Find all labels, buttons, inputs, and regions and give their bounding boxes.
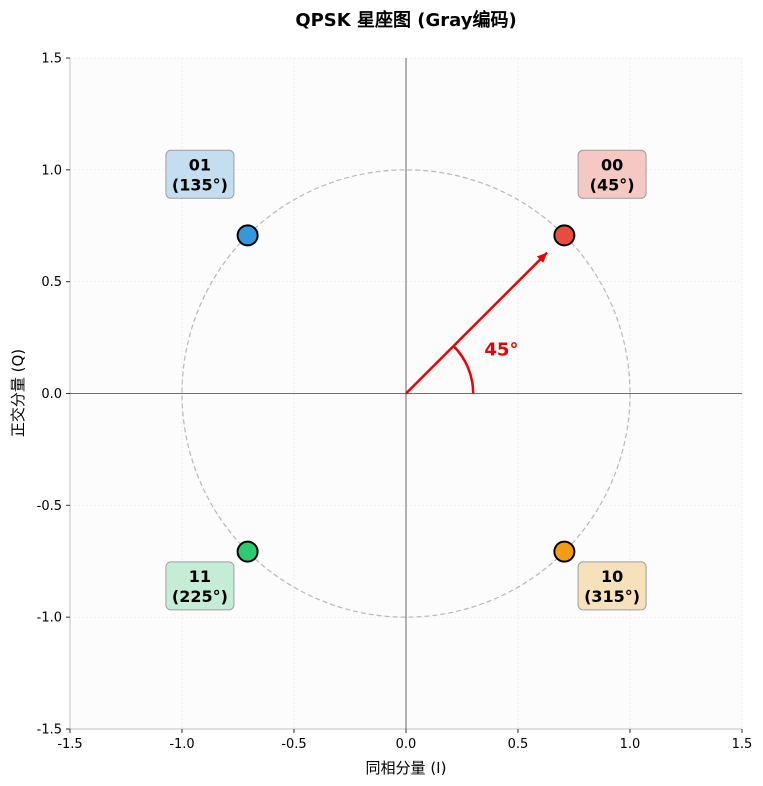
- point-label-bits: 00: [601, 155, 623, 174]
- angle-arc: [452, 345, 475, 394]
- y-tick-label: -0.5: [37, 499, 62, 514]
- phase-arrow-head: [536, 252, 548, 263]
- y-tick-label: 0.5: [41, 275, 62, 290]
- y-tick-label: 1.5: [41, 52, 62, 67]
- point-label-box: [577, 149, 647, 199]
- point-label-bits: 01: [189, 155, 211, 174]
- chart-title: QPSK 星座图 (Gray编码): [295, 9, 516, 31]
- point-label-box: [165, 561, 235, 611]
- point-label-bits: 10: [601, 567, 623, 586]
- constellation-point-11: [236, 540, 259, 563]
- x-tick-label: 1.0: [620, 737, 641, 752]
- phase-arrow-line: [405, 251, 549, 395]
- point-label-box: [165, 149, 235, 199]
- point-label-phase: (135°): [172, 175, 228, 194]
- x-tick-label: -0.5: [281, 737, 306, 752]
- annotations: 45°: [405, 251, 549, 395]
- point-label-bits: 11: [189, 567, 211, 586]
- x-tick-label: 0.5: [508, 737, 529, 752]
- x-tick-label: 1.5: [732, 737, 753, 752]
- constellation-point-01: [236, 224, 259, 247]
- point-label-phase: (225°): [172, 587, 228, 606]
- constellation-points: [236, 224, 576, 563]
- x-tick-label: -1.5: [57, 737, 82, 752]
- y-tick-label: -1.5: [37, 723, 62, 738]
- y-axis-label: 正交分量 (Q): [9, 349, 27, 437]
- y-tick-label: -1.0: [37, 611, 62, 626]
- point-label-phase: (45°): [590, 175, 635, 194]
- y-tick-label: 1.0: [41, 163, 62, 178]
- y-tick-label: 0.0: [41, 387, 62, 402]
- x-tick-label: -1.0: [169, 737, 194, 752]
- point-label-phase: (315°): [584, 587, 640, 606]
- x-axis-label: 同相分量 (I): [366, 759, 447, 777]
- point-label-box: [577, 561, 647, 611]
- angle-annotation: 45°: [484, 339, 518, 360]
- x-tick-label: 0.0: [396, 737, 417, 752]
- tick-labels: -1.5 -1.0 -0.5 0.0 0.5 1.0 1.5 -1.5 -1.0 -0.5 0.0 0…: [37, 52, 753, 753]
- constellation-point-00: [553, 224, 576, 247]
- constellation-point-10: [553, 540, 576, 563]
- point-labels: 00(45°) 01(135°) 11(225°) 10(315°): [165, 149, 647, 611]
